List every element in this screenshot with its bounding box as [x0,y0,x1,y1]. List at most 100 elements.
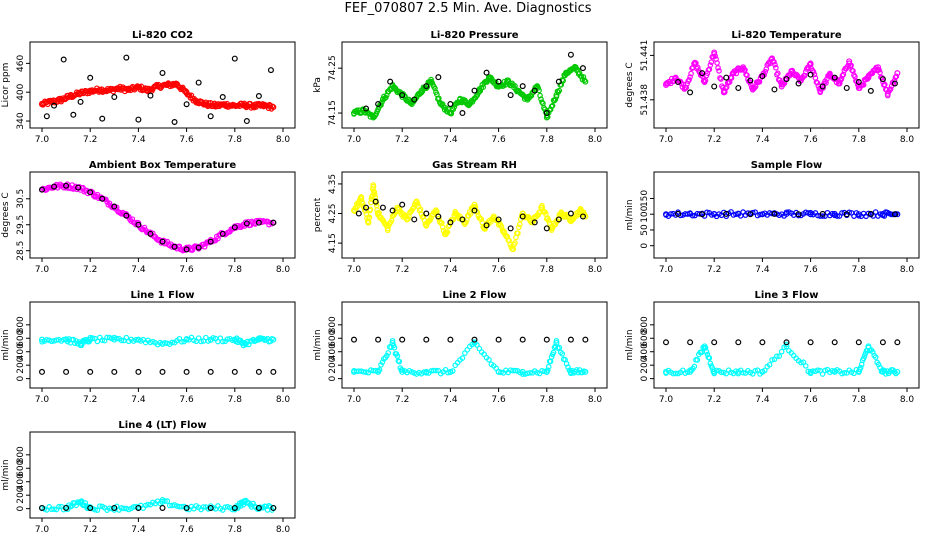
data-point [507,92,514,99]
data-point [485,74,492,81]
data-point [375,336,382,343]
data-point [193,97,200,104]
x-tick-label: 7.6 [179,395,194,405]
data-point [446,222,453,229]
data-point [111,504,118,511]
x-tick-label: 7.0 [35,525,50,535]
data-point [411,216,418,223]
data-point [687,74,693,80]
data-point [88,188,95,195]
data-point [831,210,838,217]
data-point [87,336,94,343]
data-point [524,96,531,103]
chart-line4: Line 4 (LT) Flow 7.0 7.2 7.4 7.6 7.8 8.0 0 20040… [1,420,296,535]
data-point [718,76,724,82]
data-point [183,90,190,97]
series-average [355,198,586,232]
data-point [788,68,795,75]
data-point [567,210,574,217]
data-point [77,498,84,505]
y-tick-label: 600 [16,459,26,476]
data-point [766,361,773,368]
y-tick-label: 400 [328,343,338,360]
data-point [231,55,238,62]
data-point [73,338,80,344]
data-point [711,339,718,346]
series-raw [38,181,277,254]
y-tick-label: 800 [16,446,26,463]
data-point [531,87,538,94]
data-point [694,357,701,363]
x-tick-label: 7.2 [395,395,409,405]
x-tick-label: 7.6 [491,135,506,145]
data-point [231,336,238,343]
data-point [707,62,714,68]
data-point [800,359,807,365]
data-point [111,94,118,101]
data-point [391,344,398,351]
x-tick-label: 7.0 [35,395,50,405]
data-point [260,102,267,109]
data-point [860,82,867,88]
data-point [838,76,845,82]
data-point [894,70,901,77]
data-point [135,221,142,228]
data-point [135,84,142,91]
y-tick-label: 600 [640,329,650,346]
chart-rh: Gas Stream RH 7.0 7.2 7.4 7.6 7.8 8.0 4.15 4.25 4… [313,160,608,275]
data-point [452,210,459,217]
data-point [63,336,70,343]
x-tick-label: 7.6 [179,525,194,535]
data-point [704,209,710,216]
data-point [749,86,756,93]
x-tick-label: 7.2 [707,135,721,145]
data-point [404,216,411,223]
y-tick-label: 400 [16,473,26,490]
data-point [219,338,226,345]
data-point [178,339,185,345]
data-point [577,207,584,214]
y-axis-label: ml/min [313,329,323,360]
y-tick-label: 0 [640,376,650,382]
data-point [867,210,874,217]
x-tick-label: 7.0 [659,395,674,405]
data-point [527,370,533,376]
y-tick-label: 50 [640,224,650,236]
data-point [819,213,826,219]
data-point [538,96,544,102]
y-tick-label: 200 [16,356,26,373]
series-average [363,51,586,117]
data-point [267,67,274,74]
y-tick-label: 4.15 [328,233,338,253]
data-point [865,343,872,350]
data-point [355,210,362,217]
data-point [145,87,152,94]
x-tick-label: 7.8 [852,135,867,145]
data-point [447,368,454,375]
data-point [60,56,67,63]
data-point [717,75,723,81]
chart-title: Li-820 CO2 [132,30,193,41]
data-point [826,71,833,78]
chart-title: Line 2 Flow [443,290,507,301]
data-point [63,504,70,511]
data-point [358,195,365,202]
data-point [556,87,563,94]
data-point [778,83,785,90]
data-point [798,359,804,366]
data-point [370,114,377,121]
data-point [538,204,545,211]
data-point [385,350,392,356]
data-point [519,336,526,343]
data-point [423,336,430,343]
data-point [686,77,692,83]
series-average [43,54,274,125]
data-point [865,74,872,81]
y-tick-label: 30.5 [16,189,26,209]
data-point [435,74,442,81]
data-point [375,368,382,375]
data-point [687,339,694,346]
plot-frame [653,171,920,259]
data-point [807,339,814,346]
data-point [384,225,391,232]
